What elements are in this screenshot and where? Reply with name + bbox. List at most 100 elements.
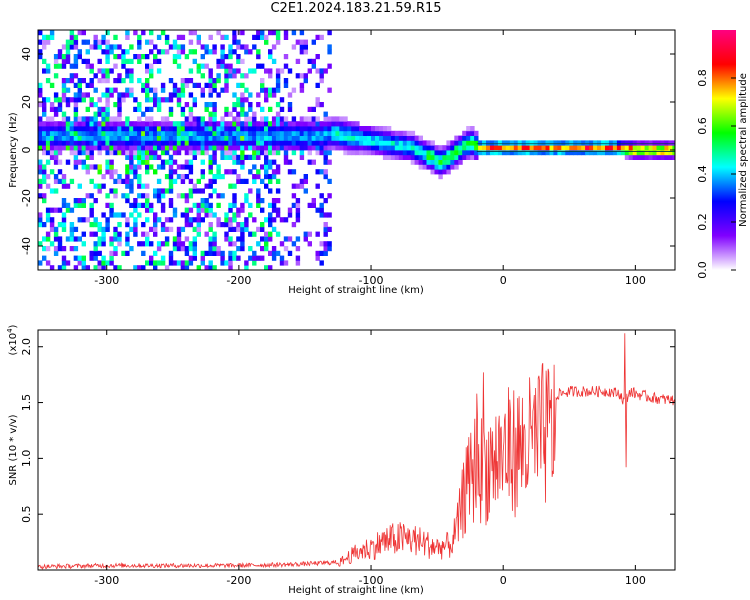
spectrogram-cell <box>264 217 269 223</box>
spectrogram-cell <box>168 255 174 261</box>
spectrogram-cell <box>295 236 301 242</box>
spectrogram-cell <box>422 159 427 165</box>
spectrogram-cell <box>236 178 241 184</box>
spectrogram-cell <box>168 198 174 204</box>
spectrogram-cell <box>109 44 114 50</box>
spectrogram-cell <box>493 150 499 156</box>
spectrogram-cell <box>283 30 289 36</box>
spectrogram-cell <box>81 145 86 151</box>
spectrogram-cell <box>331 126 336 132</box>
spectrogram-cell <box>228 226 233 232</box>
spectrogram-cell <box>188 255 194 261</box>
spectrogram-cell <box>343 116 348 122</box>
spectrogram-cell <box>303 231 308 237</box>
spectrogram-cell <box>275 198 281 204</box>
spectrogram-cell <box>85 82 90 88</box>
spectrogram-cell <box>327 241 332 247</box>
spectrogram-cell <box>216 222 221 228</box>
spectrogram-cell <box>45 246 51 252</box>
y-tick-label: 0 <box>20 147 33 154</box>
spectrogram-cell <box>42 44 47 50</box>
spectrogram-cell <box>287 126 293 132</box>
spectrogram-cell <box>501 140 507 146</box>
spectrogram-cell <box>89 102 94 108</box>
spectrogram-cell <box>311 126 316 132</box>
spectrogram-cell <box>38 145 43 151</box>
spectrogram-cell <box>176 241 182 247</box>
spectrogram-cell <box>93 255 98 261</box>
spectrogram-cell <box>57 178 63 184</box>
spectrogram-cell <box>89 202 94 208</box>
spectrogram-cell <box>121 178 126 184</box>
spectrogram-cell <box>236 121 241 127</box>
spectrogram-cell <box>105 135 110 141</box>
spectrogram-cell <box>77 92 82 98</box>
spectrogram-cell <box>53 178 59 184</box>
spectrogram-cell <box>268 250 273 256</box>
spectrogram-cell <box>73 198 79 204</box>
spectrogram-cell <box>275 78 281 84</box>
spectrogram-cell <box>232 217 237 223</box>
spectrogram-cell <box>184 102 190 108</box>
spectrogram-cell <box>153 102 158 108</box>
spectrogram-cell <box>188 217 194 223</box>
spectrogram-cell <box>168 111 174 117</box>
spectrogram-cell <box>129 178 134 184</box>
x-tick-label: 100 <box>625 574 646 587</box>
spectrogram-cell <box>137 202 142 208</box>
spectrogram-cell <box>180 260 186 266</box>
spectrogram-cell <box>200 150 205 156</box>
spectrogram-cell <box>458 140 463 146</box>
spectrogram-cell <box>145 121 150 127</box>
spectrogram-cell <box>164 174 170 180</box>
spectrogram-cell <box>414 145 419 151</box>
spectrogram-cell <box>228 140 233 146</box>
spectrogram-cell <box>268 202 273 208</box>
spectrogram-cell <box>323 159 328 165</box>
spectrogram-cell <box>248 126 253 132</box>
spectrogram-cell <box>442 164 447 170</box>
spectrogram-cell <box>275 178 281 184</box>
spectrogram-cell <box>200 44 205 50</box>
spectrogram-cell <box>228 54 233 60</box>
spectrogram-cell <box>204 183 209 189</box>
spectrogram-cell <box>283 121 289 127</box>
spectrogram-cell <box>240 154 245 160</box>
snr-x-axis-label: Height of straight line (km) <box>288 585 424 596</box>
spectrogram-cell <box>149 154 154 160</box>
spectrogram-cell <box>466 145 471 151</box>
spectrogram-cell <box>133 145 138 151</box>
spectrogram-cell <box>180 164 186 170</box>
spectrogram-cell <box>180 126 186 132</box>
spectrogram-cell <box>323 68 328 74</box>
spectrogram-cell <box>291 130 297 136</box>
spectrogram-cell <box>212 44 217 50</box>
spectrogram-cell <box>176 49 182 55</box>
spectrogram-cell <box>208 87 213 93</box>
spectrogram-cell <box>149 39 154 45</box>
spectrogram-cell <box>311 121 316 127</box>
spectrogram-cell <box>240 92 245 98</box>
spectrogram-cell <box>232 140 237 146</box>
spectrogram-cell <box>268 178 273 184</box>
spectrogram-cell <box>156 130 162 136</box>
spectrogram-cell <box>402 135 408 141</box>
spectrogram-cell <box>327 193 332 199</box>
spectrogram-cell <box>668 145 673 151</box>
spectrogram-cell <box>319 260 324 266</box>
spectrogram-cell <box>129 140 134 146</box>
spectrogram-cell <box>426 150 431 156</box>
spectrogram-cell <box>271 121 277 127</box>
spectrogram-cell <box>65 102 71 108</box>
spectrogram-cell <box>426 145 431 151</box>
snr-frame <box>37 329 676 571</box>
spectrogram-cell <box>232 73 237 79</box>
spectrogram-cell <box>386 154 392 160</box>
spectrogram-cell <box>145 82 150 88</box>
spectrogram-cell <box>145 116 150 122</box>
spectrogram-cell <box>271 58 277 64</box>
spectrogram-cell <box>275 250 281 256</box>
spectrogram-cell <box>283 260 289 266</box>
spectrogram-cell <box>160 260 166 266</box>
spectrogram-cell <box>394 140 400 146</box>
